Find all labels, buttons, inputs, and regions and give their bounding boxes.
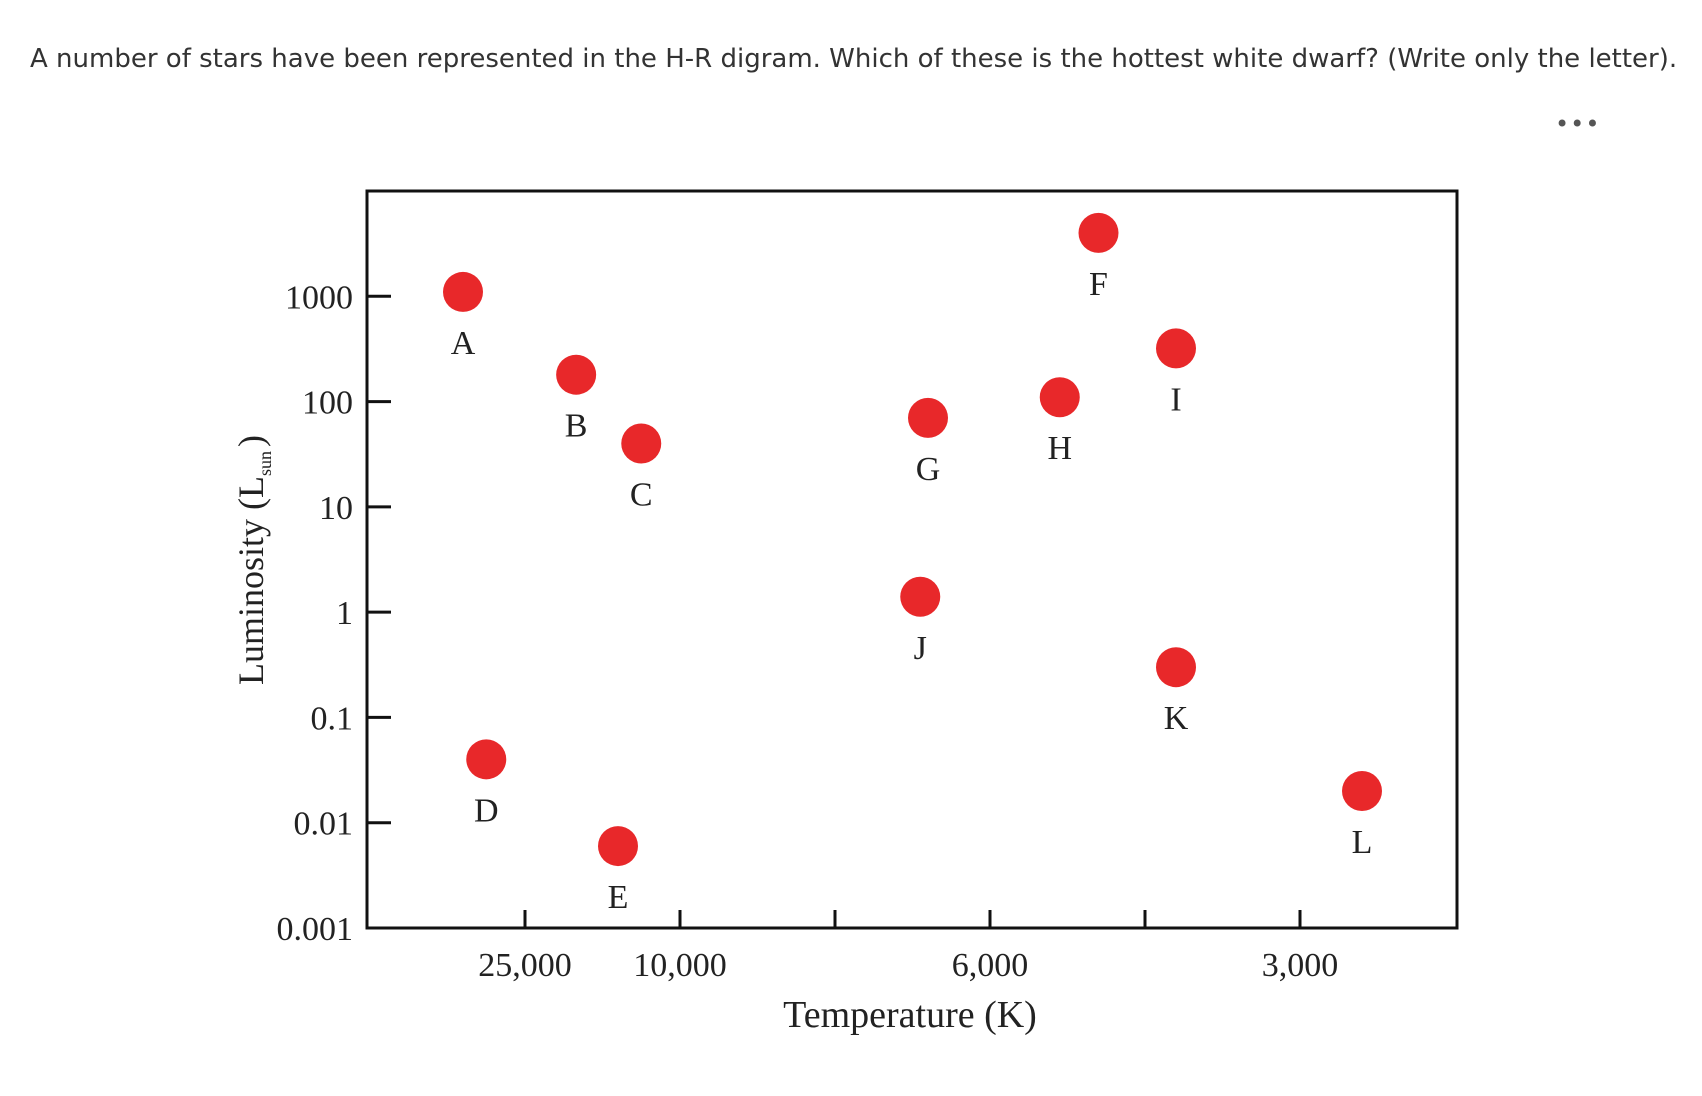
star-point-d (466, 739, 507, 780)
y-tick-label: 100 (302, 385, 353, 422)
more-options-icon[interactable]: ••• (1555, 110, 1601, 138)
star-point-f (1078, 212, 1119, 253)
y-tick-label: 10 (319, 490, 353, 527)
y-tick-label: 0.01 (294, 806, 354, 843)
y-tick-label: 0.1 (311, 700, 354, 737)
star-label-g: G (916, 451, 941, 488)
y-axis-ticks: 1000 100 10 1 0.1 0.01 0.001 (277, 279, 391, 948)
star-label-e: E (608, 879, 629, 916)
star-label-k: K (1164, 700, 1189, 737)
star-point-c (621, 423, 662, 464)
star-point-j (900, 576, 941, 617)
star-point-l (1342, 771, 1382, 812)
star-point-i (1156, 328, 1196, 369)
x-axis-ticks: 25,000 10,000 6,000 3,000 (478, 910, 1338, 984)
x-tick-label: 25,000 (478, 947, 572, 984)
star-point-k (1156, 647, 1196, 688)
star-points: A B C D E F G H I J K L (443, 212, 1382, 916)
y-axis-label-close: ) (231, 435, 271, 447)
star-point-b (556, 354, 597, 395)
star-point-e (598, 826, 638, 867)
star-label-c: C (630, 476, 653, 513)
y-tick-label: 1 (336, 595, 353, 632)
y-axis-label-sub: sun (255, 451, 275, 476)
y-axis-label: Luminosity (Lsun) (231, 435, 275, 685)
x-tick-label: 3,000 (1262, 947, 1339, 984)
star-label-b: B (565, 408, 588, 445)
star-label-h: H (1047, 430, 1072, 467)
star-label-f: F (1089, 266, 1108, 303)
x-axis-label: Temperature (K) (783, 994, 1037, 1036)
star-label-l: L (1352, 824, 1373, 861)
star-point-h (1039, 377, 1080, 418)
x-tick-label: 6,000 (952, 947, 1029, 984)
y-tick-label: 0.001 (277, 911, 354, 948)
y-tick-label: 1000 (285, 279, 353, 316)
star-label-i: I (1170, 381, 1181, 418)
y-axis-label-main: Luminosity (L (231, 476, 271, 685)
star-point-g (908, 397, 948, 438)
star-label-d: D (474, 792, 499, 829)
star-label-j: J (914, 630, 927, 667)
x-tick-label: 10,000 (633, 947, 727, 984)
star-point-a (443, 271, 483, 312)
star-label-a: A (451, 325, 476, 362)
y-axis-label-group: Luminosity (Lsun) (231, 435, 275, 685)
question-text: A number of stars have been represented … (30, 44, 1678, 74)
plot-frame (365, 189, 1459, 930)
